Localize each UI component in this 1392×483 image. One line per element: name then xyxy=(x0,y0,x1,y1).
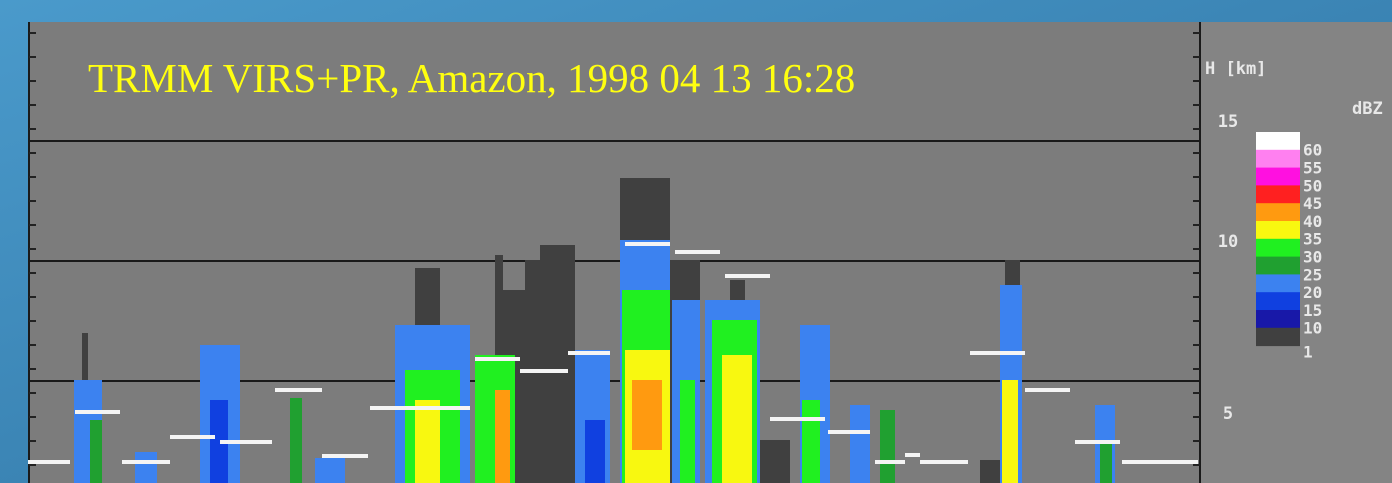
colorbar-swatch xyxy=(1256,256,1300,275)
colorbar-label: 35 xyxy=(1303,230,1322,249)
colorbar-label: 30 xyxy=(1303,248,1322,267)
colorbar-label: 40 xyxy=(1303,212,1322,231)
colorbar-swatch xyxy=(1256,185,1300,204)
colorbar-label: 25 xyxy=(1303,265,1322,284)
colorbar-label: 60 xyxy=(1303,141,1322,160)
colorbar-swatch xyxy=(1256,238,1300,258)
colorbar-swatch xyxy=(1256,327,1300,347)
height-tick-label: 15 xyxy=(1218,112,1238,132)
axis-label: H [km] xyxy=(1205,59,1266,79)
colorbar-swatch xyxy=(1256,132,1300,151)
height-ticks: 15 10 5 xyxy=(1218,112,1238,424)
axis-ticks xyxy=(29,32,1200,466)
height-tick-label: 10 xyxy=(1218,232,1238,252)
colorbar-label: 50 xyxy=(1303,176,1322,195)
colorbar-swatch xyxy=(1256,203,1300,222)
colorbar-swatch xyxy=(1256,292,1300,311)
colorbar-label: 10 xyxy=(1303,319,1322,338)
colorbar-swatch xyxy=(1256,310,1300,329)
colorbar-swatch xyxy=(1256,274,1300,293)
height-tick-label: 5 xyxy=(1223,404,1233,424)
colorbar-label: 55 xyxy=(1303,159,1322,178)
figure-title: TRMM VIRS+PR, Amazon, 1998 04 13 16:28 xyxy=(88,55,855,101)
colorbar-label: 1 xyxy=(1303,343,1313,362)
colorbar-label: 45 xyxy=(1303,194,1322,213)
colorbar-swatch xyxy=(1256,221,1300,240)
colorbar-swatch xyxy=(1256,167,1300,186)
colorbar-label: 20 xyxy=(1303,283,1322,302)
colorbar-label: 15 xyxy=(1303,301,1322,320)
colorbar-unit: dBZ xyxy=(1352,99,1383,119)
cloud-top-marks xyxy=(28,242,1198,464)
colorbar-swatch xyxy=(1256,149,1300,169)
